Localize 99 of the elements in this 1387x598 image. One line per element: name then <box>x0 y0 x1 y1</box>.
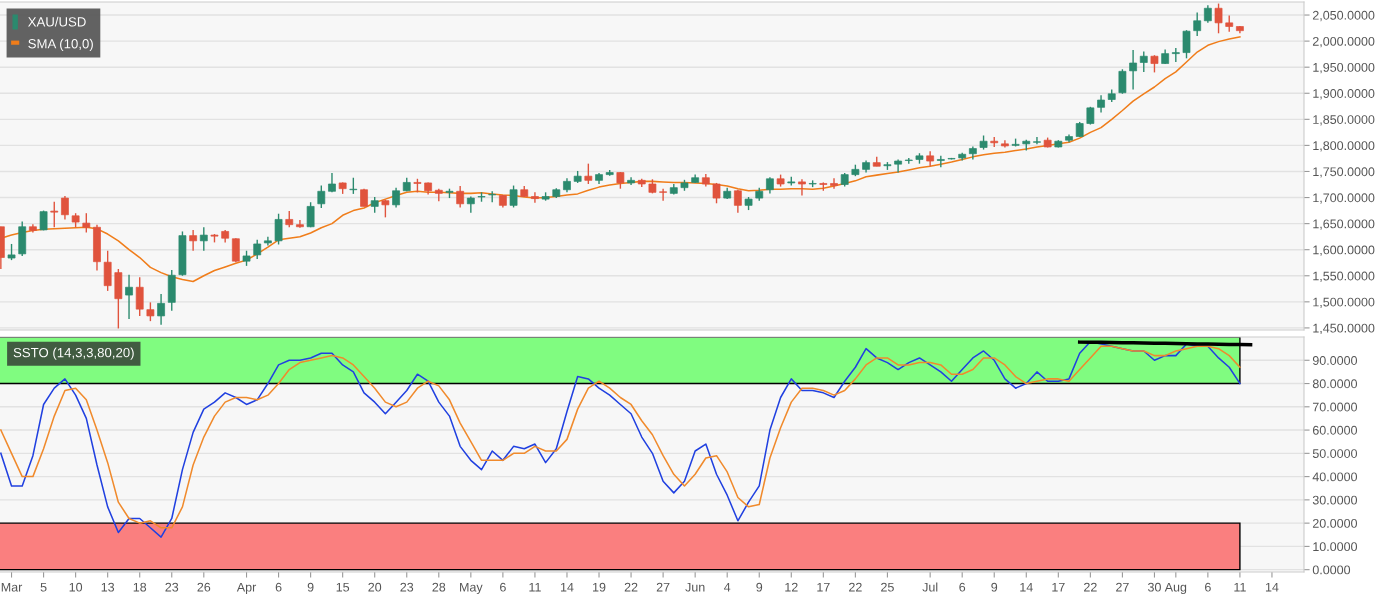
candlestick <box>135 276 144 317</box>
y-tick-label: 1,500.0000 <box>1313 297 1375 308</box>
x-tick-label: 6 <box>275 582 282 592</box>
x-tick-label: 19 <box>593 582 606 592</box>
candlestick <box>1139 50 1148 73</box>
candlestick <box>306 201 315 228</box>
y-tick-label: 1,700.0000 <box>1313 193 1375 204</box>
y-tick-label: 1,750.0000 <box>1313 167 1375 178</box>
y-tick-label: 1,600.0000 <box>1313 245 1375 256</box>
y-tick-label: 1,550.0000 <box>1313 271 1375 282</box>
candlestick <box>1193 11 1202 37</box>
candlestick <box>456 185 465 209</box>
y-tick-label: 70.0000 <box>1312 402 1358 412</box>
y-tick-label: 1,950.0000 <box>1313 62 1375 74</box>
x-tick-label: 26 <box>197 582 211 592</box>
candlestick <box>317 184 326 209</box>
y-tick-label: 10.0000 <box>1313 542 1358 552</box>
x-tick-label: Jul <box>922 582 938 592</box>
legend-label: SMA (10,0) <box>28 38 93 52</box>
text: SSTO (14,3,3,80,20) <box>13 347 134 360</box>
y-tick-label: 40.0000 <box>1312 472 1358 482</box>
x-tick-label: 18 <box>133 582 147 592</box>
x-tick-label: 14 <box>560 582 574 592</box>
x-tick-label: Jun <box>685 582 705 592</box>
y-tick-label: 1,450.0000 <box>1313 323 1375 335</box>
y-tick-label: 20.0000 <box>1312 518 1358 528</box>
x-tick-label: 17 <box>817 582 830 592</box>
candlestick <box>659 187 667 202</box>
candlestick <box>584 162 593 185</box>
x-tick-label: 22 <box>849 582 862 592</box>
x-tick-label: 23 <box>400 582 414 592</box>
y-tick-label: 1,850.0000 <box>1313 115 1375 126</box>
x-tick-label: 12 <box>785 582 798 592</box>
y-tick-label: 60.0000 <box>1312 425 1358 435</box>
candlestick <box>189 229 197 252</box>
x-tick-label: 10 <box>69 582 83 592</box>
x-tick-label: 27 <box>1116 582 1129 592</box>
x-tick-label: 6 <box>500 582 506 592</box>
candlestick <box>1171 47 1180 63</box>
x-tick-label: May <box>460 582 483 595</box>
x-tick-label: 25 <box>881 582 894 592</box>
candlestick <box>894 158 902 174</box>
x-tick-label: 15 <box>336 582 350 592</box>
x-tick-label: 9 <box>307 582 314 592</box>
x-tick-label: 9 <box>756 582 763 592</box>
candlestick <box>82 212 91 234</box>
x-tick-label: 14 <box>1020 582 1033 592</box>
x-tick-label: 22 <box>1084 582 1097 592</box>
x-tick-label: 30 <box>1147 582 1161 592</box>
y-tick-label: 50.0000 <box>1312 449 1358 458</box>
candlestick <box>253 239 262 260</box>
candlestick <box>125 274 133 320</box>
legend-label: XAU/USD <box>28 16 86 27</box>
candlestick <box>392 186 400 209</box>
y-tick-label: 90.0000 <box>1312 356 1358 365</box>
x-tick-label: 28 <box>432 582 446 592</box>
candlestick <box>798 178 806 197</box>
y-tick-label: 1,800.0000 <box>1313 141 1375 152</box>
x-tick-label: 14 <box>1265 582 1279 592</box>
y-tick-label: 1,650.0000 <box>1313 219 1375 230</box>
candlestick <box>830 177 838 190</box>
x-tick-label: 23 <box>165 582 179 592</box>
candlestick <box>936 155 945 168</box>
candlestick <box>1182 29 1191 60</box>
candlestick <box>61 195 69 221</box>
y-tick-label: 0.0000 <box>1312 565 1351 575</box>
candlestick <box>157 293 165 326</box>
x-tick-label: 9 <box>991 582 998 592</box>
x-tick-label: Mar <box>1 582 23 592</box>
candlestick <box>199 226 208 252</box>
candlestick <box>1214 2 1223 34</box>
x-tick-label: 13 <box>101 582 115 592</box>
x-tick-label: 22 <box>624 582 638 592</box>
candlestick <box>1129 49 1137 91</box>
y-tick-label: 1,900.0000 <box>1313 89 1375 100</box>
candlestick <box>296 219 304 229</box>
candlestick <box>50 201 59 228</box>
x-tick-label: 4 <box>724 582 731 592</box>
x-tick-label: 6 <box>1205 582 1211 592</box>
candlestick <box>509 184 518 209</box>
x-tick-label: 17 <box>1052 582 1065 592</box>
x-tick-label: 11 <box>529 582 541 592</box>
y-tick-label: 80.0000 <box>1312 379 1358 389</box>
candlestick <box>1118 68 1127 95</box>
x-tick-label: 27 <box>656 582 670 592</box>
x-tick-label: Apr <box>236 582 257 595</box>
x-tick-label: 6 <box>959 582 966 592</box>
x-tick-label: 11 <box>1234 582 1246 592</box>
y-tick-label: 2,050.0000 <box>1312 10 1375 22</box>
candlestick <box>274 213 283 246</box>
x-tick-label: 5 <box>40 582 47 592</box>
x-tick-label: Aug <box>1164 582 1187 595</box>
y-tick-label: 2,000.0000 <box>1312 36 1375 48</box>
candlestick <box>531 191 539 204</box>
candlestick <box>1033 136 1041 146</box>
y-tick-label: 30.0000 <box>1312 495 1358 505</box>
candlestick <box>103 250 112 292</box>
candlestick <box>146 301 155 322</box>
x-tick-label: 20 <box>368 582 382 592</box>
